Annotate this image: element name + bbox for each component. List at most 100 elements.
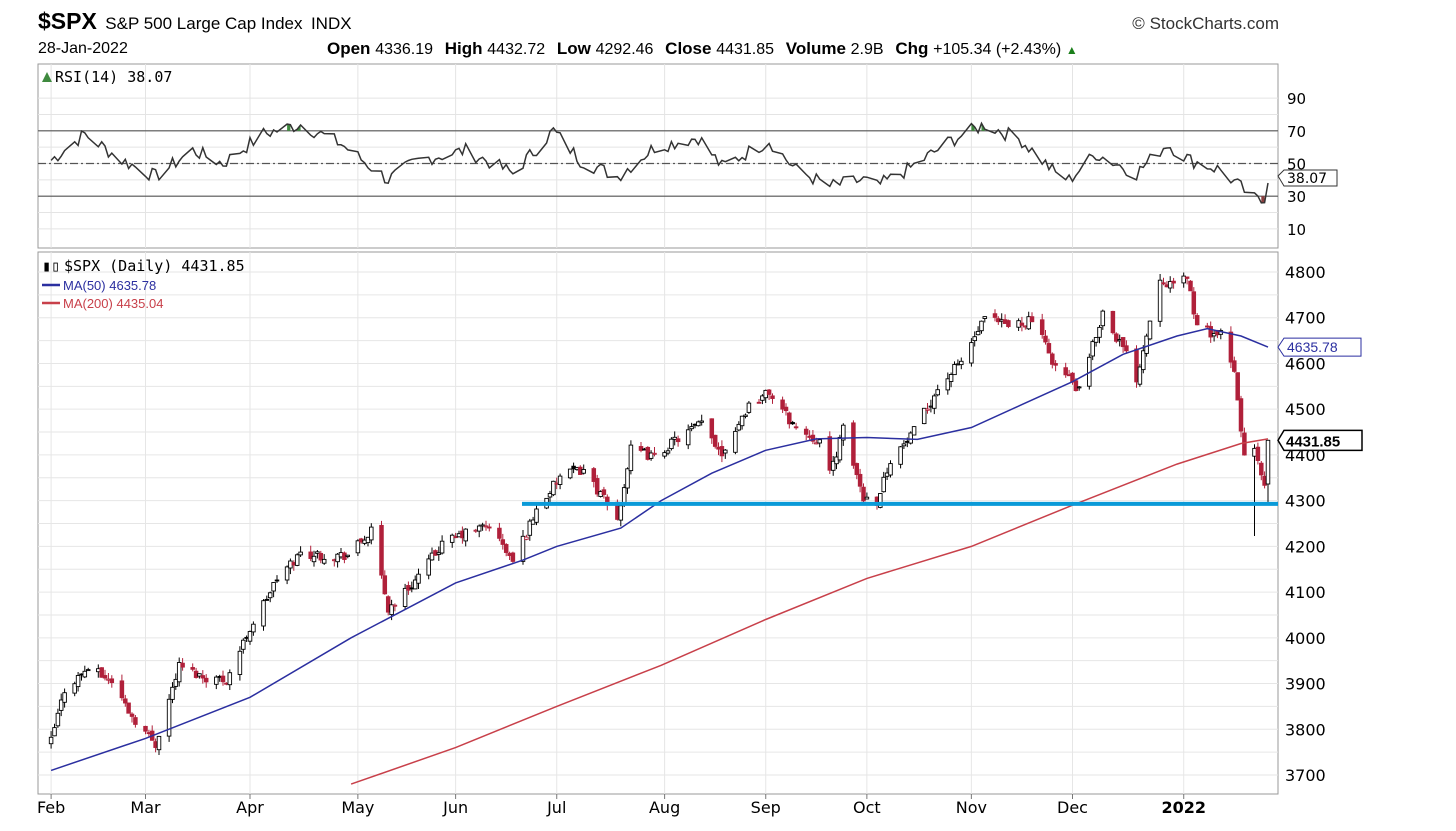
candle-body xyxy=(803,428,809,435)
candle-body xyxy=(1046,343,1052,354)
candle-body xyxy=(594,478,600,495)
candle-body xyxy=(1110,310,1116,334)
candle-body xyxy=(790,422,795,425)
chg-value: +105.34 (+2.43%) xyxy=(933,41,1062,58)
candle-body xyxy=(1242,432,1247,456)
candle-body xyxy=(770,395,775,399)
candle-body xyxy=(264,598,270,601)
close-label: Close xyxy=(665,39,712,58)
high-value: 4432.72 xyxy=(487,41,546,58)
candle-body xyxy=(99,667,104,678)
candle-body xyxy=(861,486,866,502)
candle-body xyxy=(979,320,984,332)
price-legend: ▮▯ $SPX (Daily) 4431.85 MA(50) 4635.78 M… xyxy=(42,257,245,311)
candle-body xyxy=(416,573,421,584)
candle-body xyxy=(520,535,526,562)
candle-body xyxy=(1114,333,1119,342)
candle-body xyxy=(830,460,836,471)
candle-body xyxy=(881,476,886,493)
candle-body xyxy=(662,452,667,457)
candle-body xyxy=(591,468,597,482)
candle-body xyxy=(214,676,219,685)
candle-body xyxy=(945,378,951,391)
brand-attribution[interactable]: © StockCharts.com xyxy=(1132,14,1279,34)
candle-body xyxy=(1053,363,1058,366)
candle-body xyxy=(463,528,468,542)
main-grid xyxy=(38,252,1278,794)
candle-body xyxy=(1019,322,1025,326)
candle-body xyxy=(426,558,431,576)
symbol: $SPX xyxy=(38,8,97,34)
candle-body xyxy=(335,553,340,563)
open-label: Open xyxy=(327,39,371,58)
candle-body xyxy=(567,468,573,479)
rsi-panel: 90 70 50 30 10 RSI(14) 38.07 38.07 xyxy=(37,63,1338,249)
candle-body xyxy=(308,551,313,559)
date-tick-label: Jun xyxy=(442,798,468,817)
candle-body xyxy=(901,443,907,447)
candle-body xyxy=(652,452,657,455)
candle-body xyxy=(1191,291,1197,315)
candle-body xyxy=(176,662,182,683)
date-tick-label: Dec xyxy=(1057,798,1088,817)
chart-header: $SPX S&P 500 Large Cap Index INDX xyxy=(38,8,352,36)
candle-body xyxy=(389,604,394,616)
candle-body xyxy=(1073,380,1079,392)
candle-body xyxy=(685,429,691,446)
candle-body xyxy=(972,336,977,342)
candle-body xyxy=(1181,275,1186,284)
candle-body xyxy=(709,418,715,439)
rsi-legend: RSI(14) 38.07 xyxy=(42,68,172,86)
candle-body xyxy=(601,489,607,495)
candle-body xyxy=(166,698,172,737)
rsi-oversold-fill xyxy=(1261,196,1265,203)
candle-body xyxy=(190,667,195,670)
candle-body xyxy=(379,524,384,576)
candle-body xyxy=(948,374,954,382)
index-name: S&P 500 Large Cap Index xyxy=(105,14,303,33)
candle-body xyxy=(271,582,276,592)
candle-body xyxy=(898,446,903,465)
price-tick-label: 4500 xyxy=(1285,400,1326,419)
candle-body xyxy=(129,713,135,717)
price-tick-label: 4300 xyxy=(1285,492,1326,511)
date-tick-label: Nov xyxy=(956,798,987,817)
ma50-value-text: 4635.78 xyxy=(1287,339,1338,355)
copyright-icon: © xyxy=(1132,14,1145,33)
candle-body xyxy=(487,526,492,529)
candle-body xyxy=(834,456,839,465)
candle-body xyxy=(628,444,634,472)
candle-body xyxy=(696,421,701,427)
candle-body xyxy=(203,677,209,683)
candle-body xyxy=(298,551,303,556)
price-tick-label: 4800 xyxy=(1285,263,1326,282)
candle-body xyxy=(581,469,586,474)
candle-body xyxy=(857,473,863,487)
candle-body xyxy=(935,389,940,396)
rsi-value-badge: 38.07 xyxy=(1277,169,1338,187)
rsi-tick-label: 30 xyxy=(1287,188,1306,206)
candle-body xyxy=(672,436,677,440)
candle-body xyxy=(173,678,179,687)
candle-body xyxy=(123,698,128,704)
ma50-legend-label: MA(50) 4635.78 xyxy=(63,278,156,293)
candle-body xyxy=(436,552,442,555)
candle-body xyxy=(1144,335,1149,354)
candle-body xyxy=(321,558,327,564)
ma50-line xyxy=(50,327,1269,772)
price-tick-label: 4700 xyxy=(1285,309,1326,328)
candle-body xyxy=(126,702,131,714)
ma200-line xyxy=(350,438,1269,785)
date-tick-label: Sep xyxy=(751,798,781,817)
candle-body xyxy=(294,554,300,566)
candle-body xyxy=(1184,276,1190,279)
candle-body xyxy=(1259,462,1264,476)
price-legend-label: $SPX (Daily) 4431.85 xyxy=(64,257,245,275)
candle-body xyxy=(864,496,870,500)
candle-body xyxy=(1171,280,1176,284)
candle-body xyxy=(1167,281,1173,289)
candle-body xyxy=(959,360,964,366)
rsi-legend-label: RSI(14) 38.07 xyxy=(55,68,172,86)
date-tick-label: Oct xyxy=(853,798,881,817)
